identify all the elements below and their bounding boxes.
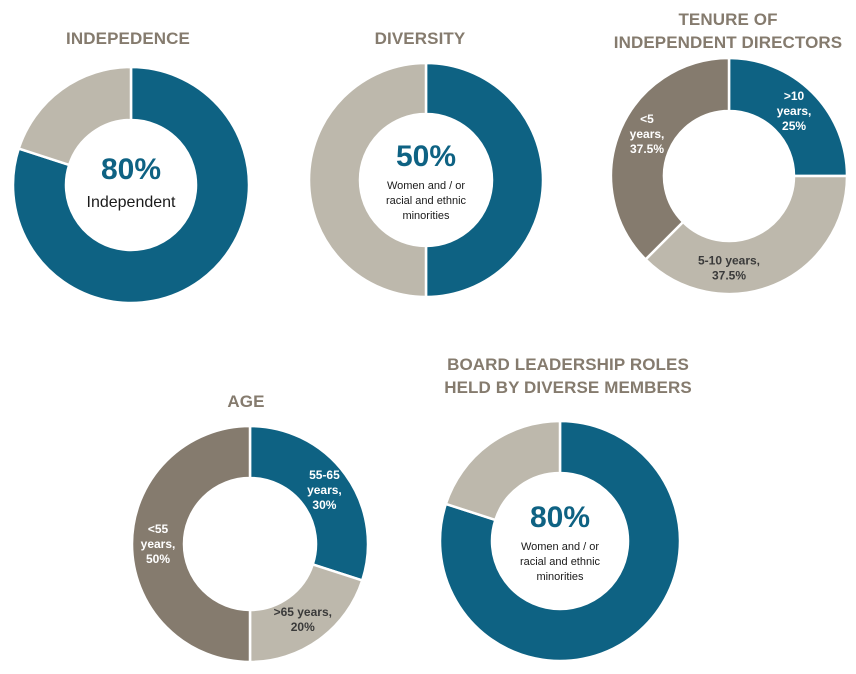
- chart-title-tenure: TENURE OF INDEPENDENT DIRECTORS: [613, 10, 843, 52]
- chart-title-leadership: BOARD LEADERSHIP ROLES HELD BY DIVERSE M…: [444, 355, 692, 397]
- slice-data-label: <5 years, 37.5%: [630, 112, 665, 156]
- donut-slice: [130, 424, 252, 664]
- donut-slice: [643, 174, 849, 296]
- donut-slice: [307, 61, 428, 299]
- donut-slice: [248, 424, 370, 583]
- donut-slice: [727, 56, 849, 178]
- center-value: 80%: [101, 153, 161, 186]
- chart-title-diversity: DIVERSITY: [374, 29, 466, 48]
- slice-data-label: >65 years, 20%: [274, 605, 332, 634]
- center-label: Independent: [87, 194, 177, 211]
- center-value: 80%: [530, 501, 590, 534]
- donut-slice: [424, 61, 545, 299]
- donut-slice: [444, 419, 562, 522]
- chart-title-age: AGE: [227, 392, 265, 411]
- chart-title-independence: INDEPEDENCE: [66, 29, 190, 48]
- donut-slice: [609, 56, 731, 262]
- donut-slice: [11, 65, 251, 305]
- slice-data-label: >10 years, 25%: [777, 89, 812, 133]
- donut-slice: [17, 65, 133, 167]
- slice-data-label: 5-10 years, 37.5%: [698, 254, 760, 283]
- center-label: Women and / or racial and ethnic minoritie…: [520, 541, 601, 583]
- center-value: 50%: [396, 140, 456, 173]
- slice-data-label: 55-65 years, 30%: [307, 468, 342, 512]
- center-label: Women and / or racial and ethnic minoritie…: [386, 180, 467, 222]
- donut-slice: [438, 419, 682, 663]
- slice-data-label: <55 years, 50%: [141, 522, 176, 566]
